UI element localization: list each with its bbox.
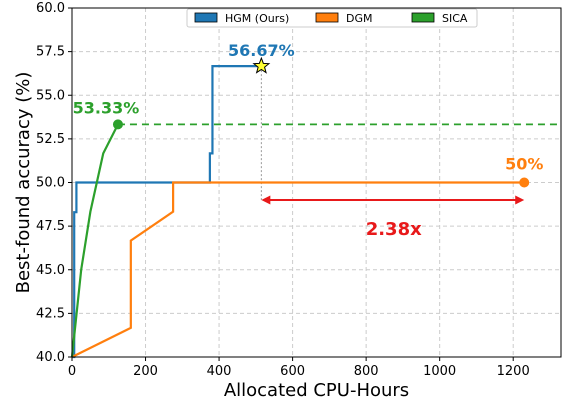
series-line	[71, 181, 525, 358]
endpoint-marker	[112, 119, 123, 130]
series-lines: 56.67% 50% 53.33%	[70, 41, 561, 359]
tick-labels: 0 200 400 600 800 1000 1200 40.0 42.5 45.0 47.5 50.…	[36, 1, 530, 379]
x-tick-label: 600	[280, 364, 305, 379]
legend-swatch	[411, 12, 435, 23]
annotations: 2.38x	[260, 66, 525, 240]
y-tick-label: 42.5	[36, 306, 65, 321]
endpoint-label: 50%	[505, 155, 543, 174]
x-tick-label: 800	[354, 364, 379, 379]
y-tick-label: 47.5	[36, 219, 65, 234]
x-axis-label: Allocated CPU-Hours	[224, 380, 409, 401]
x-tick-label: 1200	[497, 364, 530, 379]
endpoint-label: 53.33%	[73, 98, 140, 117]
axes	[68, 7, 562, 361]
legend: HGM (Ours) DGM SICA	[186, 8, 478, 28]
legend-entry: DGM	[346, 12, 373, 25]
speedup-arrow-head-right	[515, 195, 525, 205]
series-line	[70, 123, 119, 358]
legend-entry: HGM (Ours)	[225, 12, 289, 25]
y-tick-label: 52.5	[36, 132, 65, 147]
legend-swatch	[315, 12, 339, 23]
y-tick-label: 50.0	[36, 176, 65, 191]
x-tick-label: 0	[68, 364, 76, 379]
x-tick-label: 200	[133, 364, 158, 379]
legend-entry: SICA	[442, 12, 468, 25]
x-tick-label: 1000	[423, 364, 456, 379]
x-tick-label: 400	[207, 364, 232, 379]
endpoint-marker	[519, 177, 530, 188]
y-tick-label: 55.0	[36, 88, 65, 103]
legend-swatch	[194, 12, 218, 23]
y-tick-label: 45.0	[36, 263, 65, 278]
endpoint-label: 56.67%	[228, 41, 295, 60]
y-tick-label: 57.5	[36, 45, 65, 60]
endpoint-marker	[252, 56, 271, 74]
y-tick-label: 60.0	[36, 1, 65, 16]
speedup-arrow-head-left	[261, 195, 271, 205]
y-tick-label: 40.0	[36, 350, 65, 365]
speedup-label: 2.38x	[366, 219, 422, 240]
y-axis-label: Best-found accuracy (%)	[13, 72, 34, 294]
